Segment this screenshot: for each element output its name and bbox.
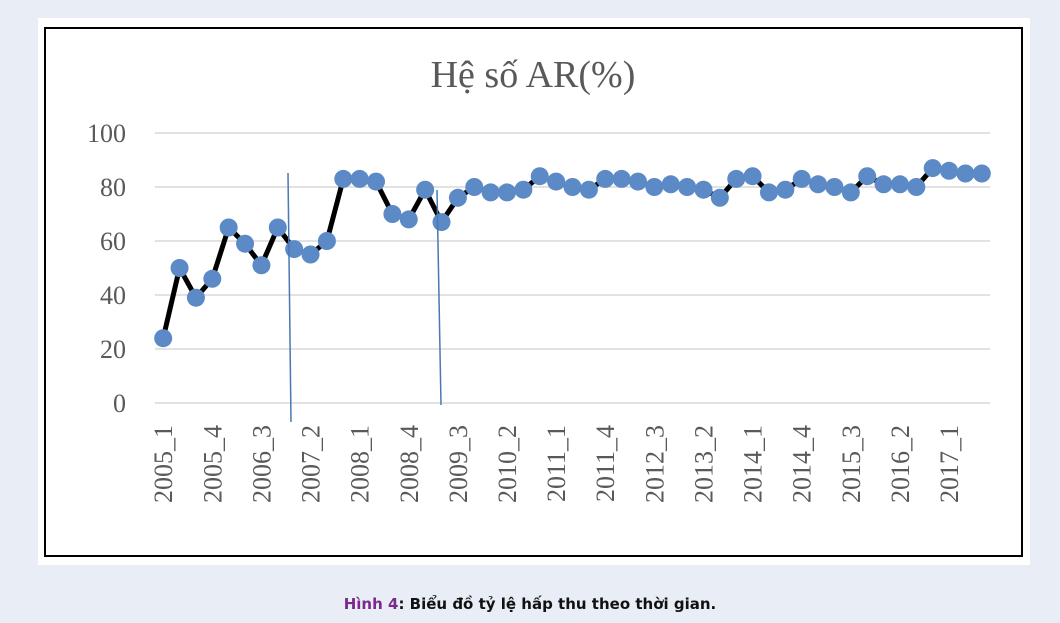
data-point — [972, 164, 991, 183]
data-point — [383, 205, 402, 223]
chart-border — [44, 27, 1023, 557]
data-point — [481, 183, 500, 202]
data-point — [776, 180, 795, 199]
data-point — [170, 259, 189, 277]
y-tick-label: 100 — [87, 119, 126, 148]
data-point — [219, 218, 238, 237]
data-point — [841, 183, 860, 202]
data-point — [923, 159, 942, 178]
chart-background — [38, 18, 1030, 565]
x-tick-label: 2008_1 — [346, 425, 375, 503]
x-tick-label: 2016_2 — [886, 425, 915, 503]
caption-text: : Biểu đồ tỷ lệ hấp thu theo thời gian. — [398, 594, 716, 613]
data-point — [792, 169, 811, 188]
data-point — [858, 167, 877, 186]
x-tick-label: 2006_3 — [247, 425, 276, 503]
data-point — [465, 178, 484, 196]
data-point — [645, 178, 664, 196]
x-tick-label: 2015_3 — [837, 425, 866, 503]
data-point — [301, 245, 320, 264]
x-tick-label: 2013_2 — [689, 425, 718, 503]
data-point — [432, 213, 451, 232]
y-tick-label: 60 — [100, 227, 126, 256]
data-point — [940, 161, 959, 180]
plot: 0 20 40 60 80 100 2005_1 2005_4 2006_3 2007_2 2008… — [87, 119, 991, 503]
data-point — [678, 178, 697, 196]
x-tick-label: 2014_1 — [739, 425, 768, 503]
x-tick-label: 2005_4 — [198, 425, 227, 503]
data-point — [252, 256, 271, 275]
data-point — [612, 169, 631, 188]
data-point — [579, 180, 598, 199]
x-tick-label: 2012_3 — [640, 425, 669, 503]
data-point — [186, 288, 205, 307]
y-tick-label: 0 — [113, 389, 126, 418]
data-point — [317, 232, 336, 250]
data-point — [514, 180, 533, 199]
x-tick-label: 2009_3 — [444, 425, 473, 503]
data-point — [628, 172, 647, 191]
data-point — [498, 183, 517, 202]
x-tick-label: 2005_1 — [149, 425, 178, 503]
data-point — [285, 240, 304, 259]
x-tick-label: 2007_2 — [297, 425, 326, 503]
data-point — [907, 178, 926, 196]
data-point — [236, 234, 255, 253]
data-point — [530, 167, 549, 186]
data-point — [710, 188, 729, 207]
y-tick-label: 40 — [100, 281, 126, 310]
annotation-line — [287, 172, 292, 423]
data-point — [268, 218, 287, 237]
data-point — [694, 180, 713, 199]
data-point — [203, 269, 222, 288]
data-point — [727, 169, 746, 188]
data-point — [956, 164, 975, 183]
data-point — [809, 175, 828, 194]
chart-title: Hệ số AR(%) — [431, 54, 636, 96]
data-point — [890, 175, 909, 194]
data-point — [825, 178, 844, 196]
data-point — [367, 172, 386, 191]
data-point — [448, 188, 467, 207]
data-point — [416, 180, 435, 199]
x-tick-label: 2017_1 — [935, 425, 964, 503]
data-point — [743, 167, 762, 186]
data-point — [334, 169, 353, 188]
data-point — [759, 183, 778, 202]
data-point — [563, 178, 582, 196]
y-tick-label: 20 — [100, 335, 126, 364]
data-point — [350, 169, 369, 188]
data-point — [661, 175, 680, 194]
caption: Hình 4: Biểu đồ tỷ lệ hấp thu theo thời … — [344, 594, 717, 613]
caption-label: Hình 4 — [344, 595, 399, 613]
x-tick-label: 2008_4 — [395, 425, 424, 503]
x-tick-label: 2011_4 — [591, 425, 620, 502]
data-point — [399, 210, 418, 229]
x-tick-label: 2011_1 — [542, 425, 571, 502]
data-point — [596, 169, 615, 188]
y-tick-label: 80 — [100, 173, 126, 202]
data-point — [547, 172, 566, 191]
data-point — [874, 175, 893, 194]
x-tick-label: 2010_2 — [493, 425, 522, 503]
annotation-line — [436, 189, 442, 406]
data-point — [154, 329, 173, 348]
x-tick-label: 2014_4 — [788, 425, 817, 503]
